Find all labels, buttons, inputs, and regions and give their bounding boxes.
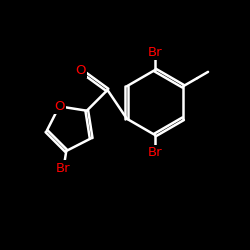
Text: Br: Br <box>56 162 71 175</box>
Text: Br: Br <box>148 46 162 59</box>
Text: O: O <box>75 64 85 76</box>
Text: Br: Br <box>148 146 162 159</box>
Text: O: O <box>54 100 64 113</box>
